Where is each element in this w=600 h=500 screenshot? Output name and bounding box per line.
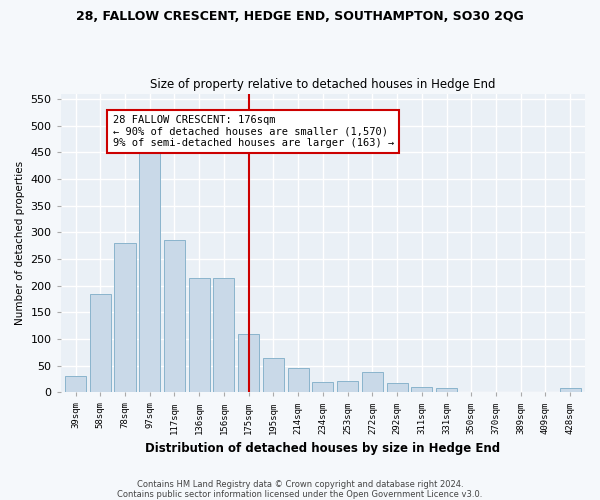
Text: Contains HM Land Registry data © Crown copyright and database right 2024.: Contains HM Land Registry data © Crown c… bbox=[137, 480, 463, 489]
Bar bbox=[238, 334, 259, 392]
Bar bbox=[65, 376, 86, 392]
Bar bbox=[337, 380, 358, 392]
Text: 28 FALLOW CRESCENT: 176sqm
← 90% of detached houses are smaller (1,570)
9% of se: 28 FALLOW CRESCENT: 176sqm ← 90% of deta… bbox=[113, 115, 394, 148]
Bar bbox=[115, 243, 136, 392]
Text: 28, FALLOW CRESCENT, HEDGE END, SOUTHAMPTON, SO30 2QG: 28, FALLOW CRESCENT, HEDGE END, SOUTHAMP… bbox=[76, 10, 524, 23]
Bar bbox=[263, 358, 284, 392]
Bar bbox=[362, 372, 383, 392]
Bar bbox=[436, 388, 457, 392]
Bar bbox=[287, 368, 308, 392]
Bar bbox=[90, 294, 111, 392]
Title: Size of property relative to detached houses in Hedge End: Size of property relative to detached ho… bbox=[150, 78, 496, 91]
Bar bbox=[164, 240, 185, 392]
Bar bbox=[139, 131, 160, 392]
Bar bbox=[313, 382, 334, 392]
Bar bbox=[214, 278, 235, 392]
Y-axis label: Number of detached properties: Number of detached properties bbox=[15, 161, 25, 325]
Bar bbox=[411, 387, 432, 392]
Bar bbox=[560, 388, 581, 392]
Bar bbox=[386, 383, 407, 392]
X-axis label: Distribution of detached houses by size in Hedge End: Distribution of detached houses by size … bbox=[145, 442, 500, 455]
Text: Contains public sector information licensed under the Open Government Licence v3: Contains public sector information licen… bbox=[118, 490, 482, 499]
Bar bbox=[188, 278, 210, 392]
